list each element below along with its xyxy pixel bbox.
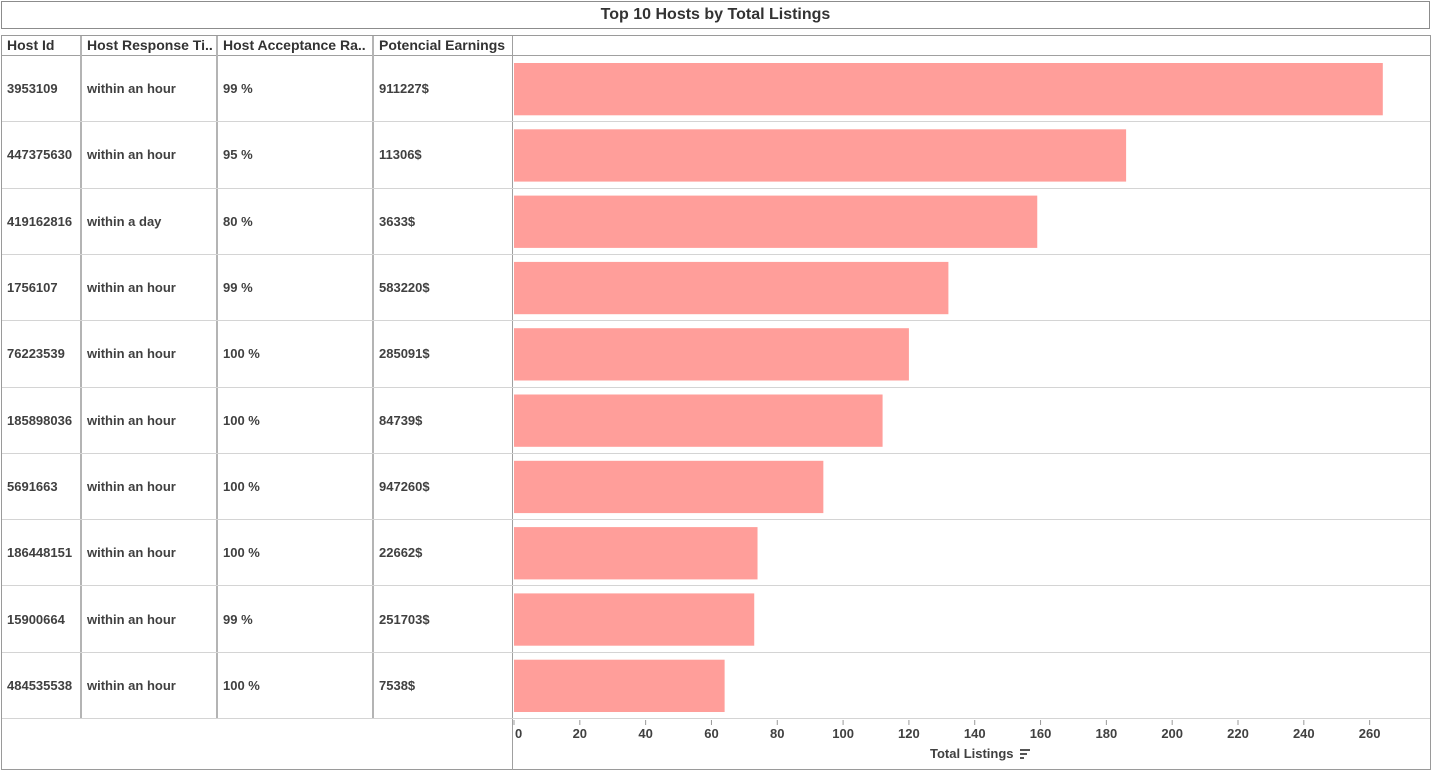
cell-acceptance-rate: 99 % [223, 81, 253, 97]
cell-host-id: 15900664 [7, 611, 65, 627]
cell-acceptance-rate: 99 % [223, 280, 253, 296]
cell-acceptance-rate: 99 % [223, 611, 253, 627]
cell-potencial-earnings: 583220$ [379, 280, 430, 296]
bar-15900664[interactable] [514, 593, 755, 646]
row-divider [2, 718, 1430, 719]
cell-response-time: within an hour [87, 81, 176, 97]
row-divider [2, 121, 1430, 123]
cell-potencial-earnings: 251703$ [379, 611, 430, 627]
cell-potencial-earnings: 947260$ [379, 478, 430, 494]
bar-186448151[interactable] [514, 527, 758, 580]
header-acceptance-rate[interactable]: Host Acceptance Ra.. [223, 37, 366, 53]
chart-title-bar: Top 10 Hosts by Total Listings [1, 1, 1430, 29]
x-tick-label: 60 [704, 726, 718, 741]
sort-descending-icon[interactable] [1019, 748, 1030, 759]
cell-host-id: 484535538 [7, 677, 73, 693]
column-divider-2 [216, 36, 218, 719]
cell-response-time: within an hour [87, 545, 176, 561]
x-tick-label: 100 [832, 726, 854, 741]
row-divider [2, 519, 1430, 521]
cell-potencial-earnings: 11306$ [379, 147, 422, 163]
cell-response-time: within an hour [87, 412, 176, 428]
bar-1756107[interactable] [514, 261, 949, 315]
chart-axis-divider [512, 36, 513, 770]
cell-acceptance-rate: 100 % [223, 677, 260, 693]
cell-host-id: 1756107 [7, 280, 58, 296]
cell-host-id: 186448151 [7, 545, 73, 561]
header-potencial-earnings[interactable]: Potencial Earnings [379, 37, 506, 53]
cell-host-id: 447375630 [7, 147, 73, 163]
cell-host-id: 76223539 [7, 346, 65, 362]
cell-acceptance-rate: 95 % [223, 147, 253, 163]
cell-response-time: within an hour [87, 478, 176, 494]
x-tick-label: 80 [770, 726, 784, 741]
cell-host-id: 419162816 [7, 213, 73, 229]
chart-title: Top 10 Hosts by Total Listings [600, 6, 831, 23]
bar-3953109[interactable] [514, 63, 1383, 116]
bar-419162816[interactable] [514, 195, 1038, 248]
x-tick-label: 160 [1030, 726, 1052, 741]
x-axis-label: Total Listings [930, 746, 1014, 761]
cell-host-id: 5691663 [7, 478, 58, 494]
cell-potencial-earnings: 911227$ [379, 81, 429, 97]
cell-host-id: 3953109 [7, 81, 58, 97]
header-divider [2, 55, 1430, 56]
cell-acceptance-rate: 100 % [223, 412, 260, 428]
row-divider [2, 187, 1430, 189]
header-host-id[interactable]: Host Id [7, 37, 55, 53]
cell-response-time: within an hour [87, 147, 176, 163]
x-tick-label: 260 [1359, 726, 1381, 741]
cell-host-id: 185898036 [7, 412, 73, 428]
row-divider [2, 253, 1430, 255]
row-divider [2, 386, 1430, 388]
cell-response-time: within an hour [87, 611, 176, 627]
x-tick-label: 120 [898, 726, 920, 741]
x-tick-label: 40 [638, 726, 652, 741]
cell-response-time: within an hour [87, 346, 176, 362]
row-divider [2, 320, 1430, 322]
x-tick-label: 0 [515, 726, 522, 741]
bar-447375630[interactable] [514, 129, 1127, 182]
cell-acceptance-rate: 100 % [223, 545, 260, 561]
chart-frame [1, 35, 1431, 770]
bar-484535538[interactable] [514, 659, 725, 712]
header-response-time[interactable]: Host Response Ti.. [87, 37, 213, 53]
x-tick-label: 140 [964, 726, 986, 741]
bar-185898036[interactable] [514, 394, 883, 447]
x-axis-title: Total Listings [930, 746, 1030, 761]
row-divider [2, 651, 1430, 653]
row-divider [2, 585, 1430, 587]
cell-potencial-earnings: 3633$ [379, 213, 416, 229]
cell-response-time: within a day [87, 213, 162, 229]
bar-5691663[interactable] [514, 460, 824, 514]
cell-acceptance-rate: 80 % [223, 213, 253, 229]
bar-76223539[interactable] [514, 328, 909, 381]
column-divider-3 [372, 36, 374, 719]
cell-potencial-earnings: 22662$ [379, 545, 423, 561]
cell-acceptance-rate: 100 % [223, 346, 260, 362]
x-tick-label: 200 [1161, 726, 1183, 741]
cell-response-time: within an hour [87, 677, 176, 693]
x-tick-label: 220 [1227, 726, 1249, 741]
column-divider-1 [80, 36, 82, 719]
cell-response-time: within an hour [87, 280, 176, 296]
cell-potencial-earnings: 285091$ [379, 346, 430, 362]
cell-acceptance-rate: 100 % [223, 478, 260, 494]
cell-potencial-earnings: 84739$ [379, 412, 423, 428]
x-tick-label: 240 [1293, 726, 1315, 741]
x-tick-label: 20 [573, 726, 587, 741]
row-divider [2, 452, 1430, 454]
cell-potencial-earnings: 7538$ [379, 677, 416, 693]
x-tick-label: 180 [1096, 726, 1118, 741]
